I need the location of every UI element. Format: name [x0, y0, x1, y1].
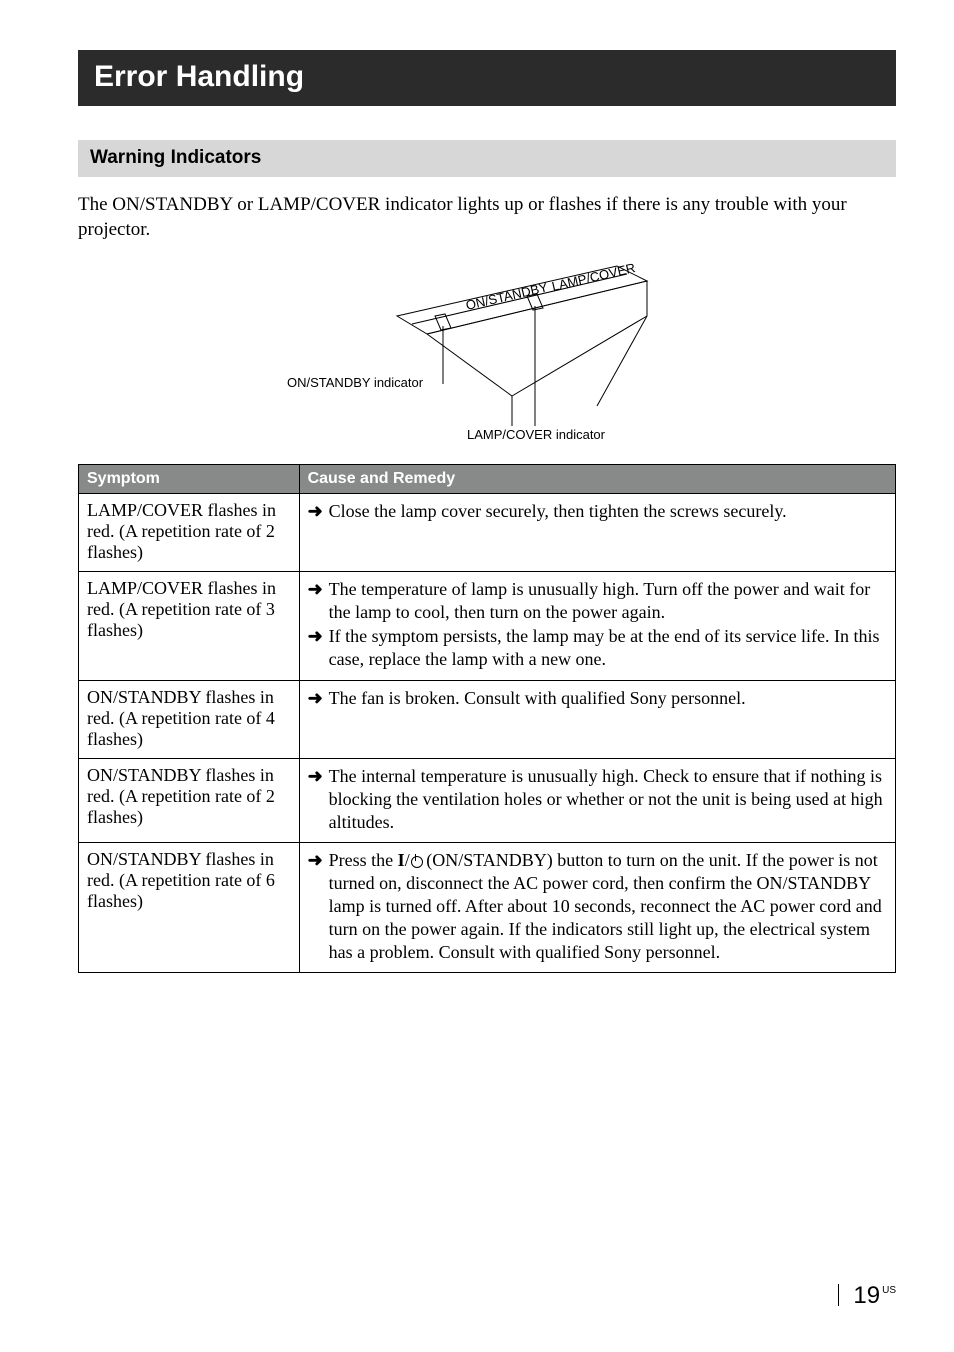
- power-icon: [410, 854, 422, 868]
- symptom-cell: ON/STANDBY flashes in red. (A repetition…: [79, 680, 300, 758]
- remedy-cell: ➜ Press the I/ (ON/STANDBY) button to tu…: [299, 842, 895, 972]
- symptom-cell: ON/STANDBY flashes in red. (A repetition…: [79, 842, 300, 972]
- remedy-cell: ➜ The fan is broken. Consult with qualifi…: [299, 680, 895, 758]
- indicator-diagram: ON/STANDBY LAMP/COVER ON/STANDBY indicat…: [78, 256, 896, 446]
- symptom-table: Symptom Cause and Remedy LAMP/COVER flas…: [78, 464, 896, 972]
- remedy-text: If the symptom persists, the lamp may be…: [329, 625, 887, 671]
- table-row: ON/STANDBY flashes in red. (A repetition…: [79, 758, 896, 842]
- diagram-caption-onstandby: ON/STANDBY indicator: [287, 375, 424, 390]
- page-region: US: [882, 1285, 896, 1296]
- diagram-caption-lampcover: LAMP/COVER indicator: [467, 427, 606, 442]
- table-row: LAMP/COVER flashes in red. (A repetition…: [79, 494, 896, 572]
- intro-paragraph: The ON/STANDBY or LAMP/COVER indicator l…: [78, 193, 896, 242]
- remedy-text: Press the I/ (ON/STANDBY) button to turn…: [329, 849, 887, 964]
- remedy-text: Close the lamp cover securely, then tigh…: [329, 500, 887, 523]
- remedy-cell: ➜ Close the lamp cover securely, then tig…: [299, 494, 895, 572]
- arrow-icon: ➜: [308, 687, 323, 710]
- remedy-cell: ➜ The internal temperature is unusually h…: [299, 758, 895, 842]
- remedy-text: The temperature of lamp is unusually hig…: [329, 578, 887, 624]
- symptom-cell: ON/STANDBY flashes in red. (A repetition…: [79, 758, 300, 842]
- arrow-icon: ➜: [308, 578, 323, 601]
- arrow-icon: ➜: [308, 625, 323, 648]
- table-row: ON/STANDBY flashes in red. (A repetition…: [79, 680, 896, 758]
- table-row: ON/STANDBY flashes in red. (A repetition…: [79, 842, 896, 972]
- page-number: 19: [853, 1282, 880, 1309]
- page-footer: 19US: [838, 1282, 896, 1310]
- arrow-icon: ➜: [308, 765, 323, 788]
- remedy-pre: Press the: [329, 850, 398, 870]
- arrow-icon: ➜: [308, 849, 323, 872]
- table-row: LAMP/COVER flashes in red. (A repetition…: [79, 572, 896, 680]
- table-header-symptom: Symptom: [79, 465, 300, 494]
- arrow-icon: ➜: [308, 500, 323, 523]
- footer-divider: [838, 1284, 839, 1306]
- remedy-text: The internal temperature is unusually hi…: [329, 765, 887, 834]
- remedy-cell: ➜ The temperature of lamp is unusually hi…: [299, 572, 895, 680]
- remedy-text: The fan is broken. Consult with qualifie…: [329, 687, 887, 710]
- page-title: Error Handling: [78, 50, 896, 106]
- symptom-cell: LAMP/COVER flashes in red. (A repetition…: [79, 572, 300, 680]
- table-header-remedy: Cause and Remedy: [299, 465, 895, 494]
- section-heading: Warning Indicators: [78, 140, 896, 177]
- diagram-label-lampcover: LAMP/COVER: [550, 261, 636, 295]
- symptom-cell: LAMP/COVER flashes in red. (A repetition…: [79, 494, 300, 572]
